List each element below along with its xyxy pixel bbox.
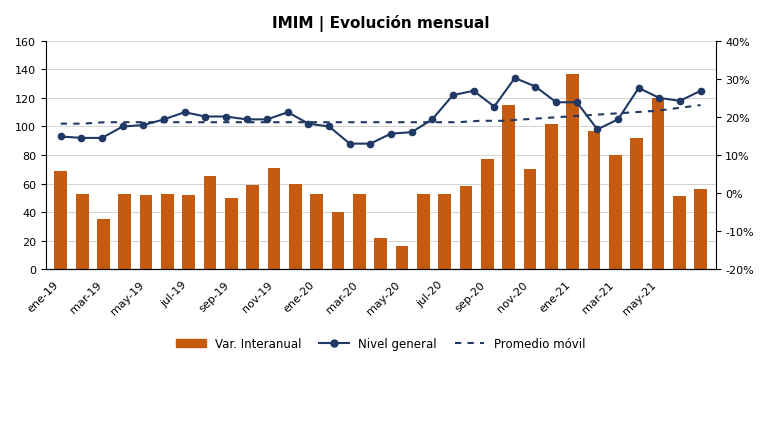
Bar xyxy=(524,170,537,270)
Bar xyxy=(566,75,579,270)
Bar xyxy=(97,220,110,270)
Bar xyxy=(225,198,238,270)
Bar xyxy=(140,196,152,270)
Bar xyxy=(631,138,643,270)
Bar xyxy=(417,194,430,270)
Bar xyxy=(75,194,88,270)
Bar xyxy=(460,187,472,270)
Bar xyxy=(311,194,323,270)
Bar xyxy=(289,184,301,270)
Bar xyxy=(545,125,558,270)
Bar xyxy=(55,171,67,270)
Bar xyxy=(268,168,281,270)
Bar xyxy=(375,238,387,270)
Bar xyxy=(246,186,259,270)
Bar xyxy=(502,106,515,270)
Bar xyxy=(204,177,216,270)
Bar xyxy=(694,190,707,270)
Bar xyxy=(395,247,408,270)
Bar xyxy=(331,213,345,270)
Bar xyxy=(161,194,174,270)
Bar xyxy=(609,156,621,270)
Bar xyxy=(588,132,601,270)
Bar xyxy=(182,196,195,270)
Title: IMIM | Evolución mensual: IMIM | Evolución mensual xyxy=(272,15,489,32)
Bar xyxy=(438,194,451,270)
Bar xyxy=(481,160,494,270)
Bar xyxy=(651,99,664,270)
Bar xyxy=(353,194,366,270)
Bar xyxy=(673,197,686,270)
Legend: Var. Interanual, Nivel general, Promedio móvil: Var. Interanual, Nivel general, Promedio… xyxy=(171,332,590,355)
Bar xyxy=(118,194,131,270)
